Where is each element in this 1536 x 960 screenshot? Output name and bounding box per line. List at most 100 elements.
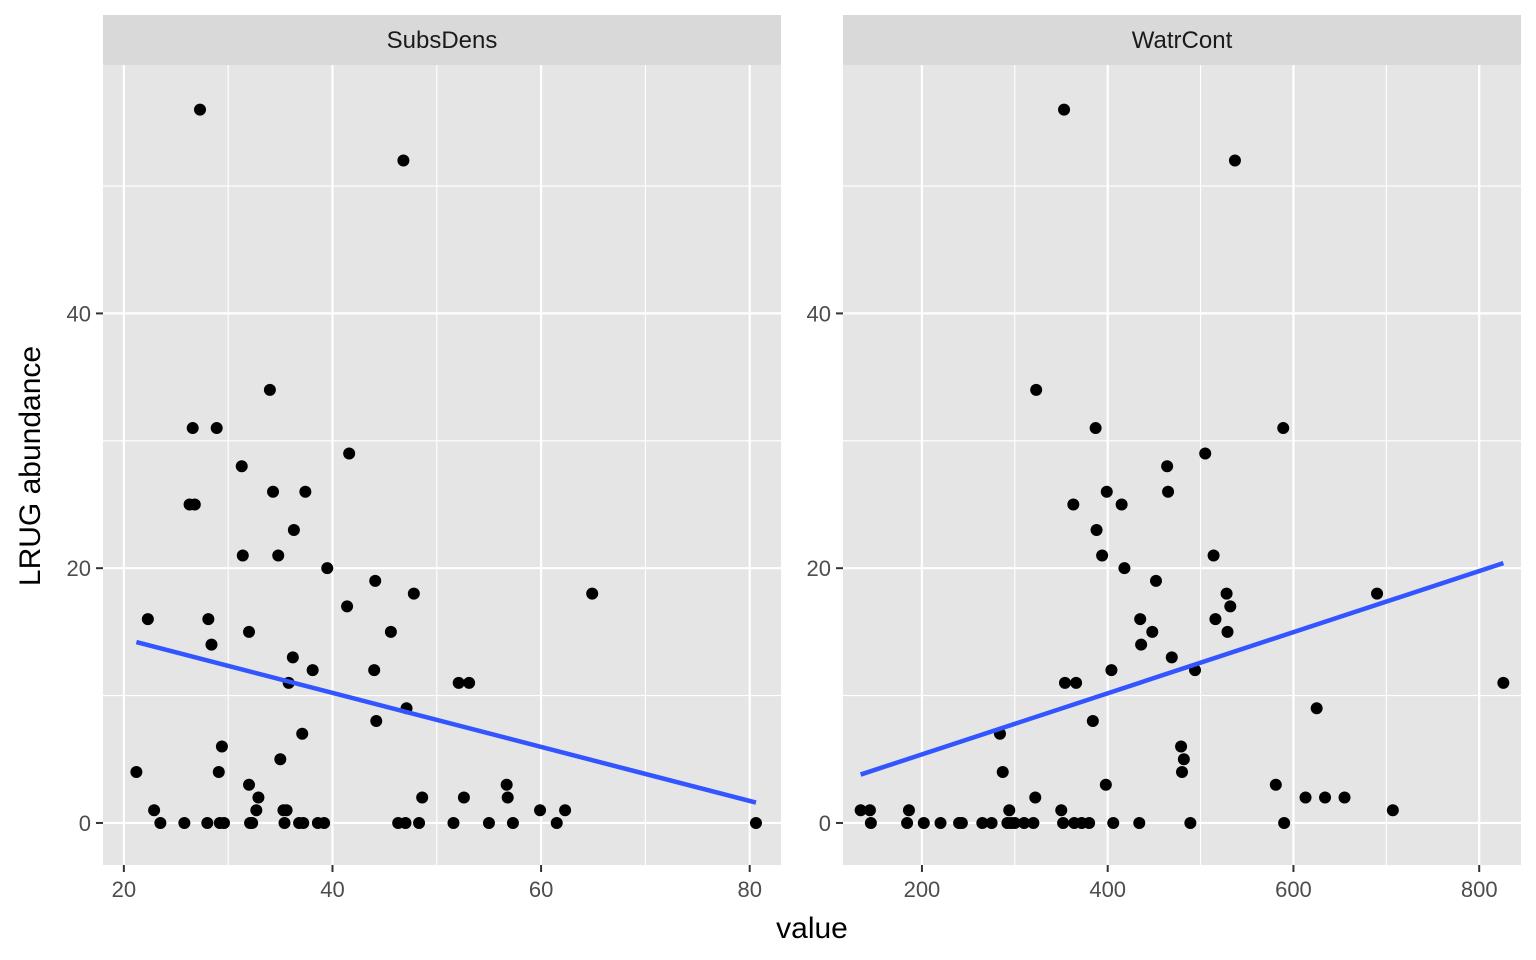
facet-panel-subsdens: SubsDens 20 40 60 80 0 20 40 bbox=[67, 15, 781, 902]
data-point bbox=[1175, 740, 1188, 753]
data-point bbox=[306, 664, 319, 677]
data-point bbox=[246, 816, 259, 829]
data-point bbox=[1030, 383, 1043, 396]
data-point bbox=[1162, 485, 1175, 498]
y-tick-label: 40 bbox=[67, 301, 91, 326]
data-point bbox=[148, 804, 161, 817]
data-point bbox=[370, 715, 383, 728]
data-point bbox=[399, 816, 412, 829]
x-tick-label: 20 bbox=[112, 877, 136, 902]
data-point bbox=[1018, 816, 1031, 829]
data-point bbox=[955, 816, 968, 829]
data-point bbox=[917, 816, 930, 829]
data-point bbox=[550, 816, 563, 829]
data-point bbox=[236, 549, 249, 562]
data-point bbox=[272, 549, 285, 562]
data-point bbox=[1086, 715, 1099, 728]
data-point bbox=[863, 804, 876, 817]
y-tick-label: 0 bbox=[79, 811, 91, 836]
data-point bbox=[407, 587, 420, 600]
data-point bbox=[457, 791, 470, 804]
data-point bbox=[205, 638, 218, 651]
data-point bbox=[1058, 103, 1071, 116]
data-point bbox=[343, 447, 356, 460]
data-point bbox=[1149, 574, 1162, 587]
data-point bbox=[1220, 587, 1233, 600]
data-point bbox=[447, 816, 460, 829]
data-point bbox=[1277, 422, 1290, 435]
data-point bbox=[212, 766, 225, 779]
data-point bbox=[1029, 791, 1042, 804]
data-point bbox=[586, 587, 599, 600]
y-tick-label: 20 bbox=[67, 556, 91, 581]
data-point bbox=[413, 816, 426, 829]
data-point bbox=[1497, 676, 1510, 689]
facet-strip-label: SubsDens bbox=[387, 27, 498, 54]
data-point bbox=[452, 676, 465, 689]
data-point bbox=[250, 804, 263, 817]
data-point bbox=[194, 103, 207, 116]
data-point bbox=[501, 791, 514, 804]
data-point bbox=[243, 625, 256, 638]
data-point bbox=[217, 816, 230, 829]
data-point bbox=[482, 816, 495, 829]
x-axis-title: value bbox=[776, 912, 848, 945]
data-point bbox=[130, 766, 143, 779]
data-point bbox=[534, 804, 547, 817]
data-point bbox=[296, 727, 309, 740]
data-point bbox=[1070, 676, 1083, 689]
data-point bbox=[252, 791, 265, 804]
data-point bbox=[178, 816, 191, 829]
data-point bbox=[1176, 766, 1188, 779]
data-point bbox=[1105, 664, 1118, 677]
data-point bbox=[1057, 816, 1070, 829]
data-point bbox=[749, 816, 762, 829]
data-point bbox=[299, 485, 312, 498]
y-tick-label: 20 bbox=[807, 556, 831, 581]
data-point bbox=[1107, 816, 1120, 829]
data-point bbox=[996, 766, 1009, 779]
y-tick-label: 0 bbox=[819, 811, 831, 836]
data-point bbox=[1177, 753, 1190, 766]
y-tick-label: 40 bbox=[807, 301, 831, 326]
data-point bbox=[1083, 816, 1096, 829]
data-point bbox=[1090, 523, 1103, 536]
x-tick-label: 80 bbox=[737, 877, 761, 902]
data-point bbox=[1228, 154, 1241, 167]
data-point bbox=[210, 422, 223, 435]
data-point bbox=[1221, 625, 1234, 638]
data-point bbox=[1319, 791, 1332, 804]
data-point bbox=[1209, 613, 1222, 626]
data-point bbox=[1371, 587, 1384, 600]
x-tick-label: 200 bbox=[904, 877, 941, 902]
data-point bbox=[500, 778, 513, 791]
data-point bbox=[1135, 638, 1148, 651]
data-point bbox=[1133, 816, 1146, 829]
x-tick-label: 600 bbox=[1275, 877, 1312, 902]
data-point bbox=[267, 485, 280, 498]
data-point bbox=[1310, 702, 1323, 715]
data-point bbox=[854, 804, 867, 817]
data-point bbox=[559, 804, 572, 817]
data-point bbox=[1118, 562, 1131, 575]
data-point bbox=[1134, 613, 1147, 626]
data-point bbox=[1055, 804, 1068, 817]
data-point bbox=[1089, 422, 1102, 435]
data-point bbox=[1008, 816, 1021, 829]
data-point bbox=[985, 816, 998, 829]
data-point bbox=[243, 778, 256, 791]
y-axis-title: LRUG abundance bbox=[14, 346, 47, 586]
data-point bbox=[976, 816, 989, 829]
data-point bbox=[341, 600, 354, 613]
data-point bbox=[1269, 778, 1282, 791]
facet-strip bbox=[843, 15, 1521, 65]
data-point bbox=[141, 613, 154, 626]
data-point bbox=[202, 613, 215, 626]
data-point bbox=[1058, 676, 1071, 689]
data-point bbox=[902, 804, 915, 817]
facet-panel-watrcont: WatrCont 200 400 600 800 0 20 40 bbox=[807, 15, 1521, 902]
data-point bbox=[1067, 498, 1080, 511]
data-point bbox=[384, 625, 397, 638]
data-point bbox=[397, 154, 410, 167]
data-point bbox=[1224, 600, 1237, 613]
